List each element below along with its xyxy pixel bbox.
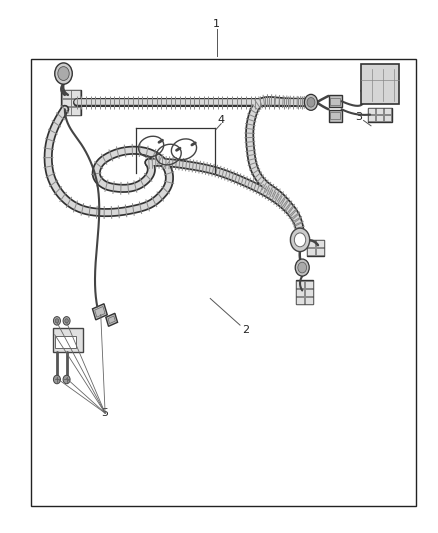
Text: 2: 2 (242, 326, 249, 335)
Bar (384, 115, 391, 121)
Text: 3: 3 (356, 112, 363, 122)
Circle shape (63, 317, 70, 325)
Circle shape (298, 262, 307, 273)
Bar (376, 108, 383, 114)
Bar (296, 296, 304, 304)
Circle shape (55, 319, 59, 323)
Bar (316, 240, 324, 247)
Circle shape (55, 63, 72, 84)
Bar (376, 115, 383, 121)
Bar (368, 108, 392, 122)
Bar (296, 280, 313, 304)
Bar (296, 289, 304, 295)
Bar (328, 110, 342, 122)
Bar (61, 90, 81, 115)
Circle shape (53, 317, 60, 325)
Text: 5: 5 (102, 408, 109, 418)
Bar (328, 95, 342, 107)
Bar (368, 115, 375, 121)
Bar (31, 59, 416, 506)
Bar (106, 313, 117, 326)
Bar (307, 240, 315, 247)
Bar (296, 280, 304, 288)
Circle shape (295, 259, 309, 276)
Bar (92, 304, 107, 320)
Bar (330, 98, 340, 105)
Bar (62, 107, 71, 115)
Bar (316, 248, 324, 255)
Bar (305, 296, 313, 304)
Bar (368, 108, 375, 114)
Text: 4: 4 (218, 115, 225, 125)
Bar (305, 289, 313, 295)
Circle shape (65, 319, 68, 323)
Bar (62, 99, 71, 106)
Circle shape (58, 67, 69, 80)
Bar (108, 316, 115, 324)
Bar (55, 336, 76, 348)
Text: 1: 1 (213, 19, 220, 29)
Circle shape (307, 98, 315, 107)
Circle shape (290, 228, 310, 252)
Circle shape (63, 375, 70, 384)
Bar (62, 90, 71, 98)
Bar (305, 280, 313, 288)
Bar (71, 99, 80, 106)
Circle shape (53, 375, 60, 384)
Bar (384, 108, 391, 114)
Circle shape (304, 94, 318, 110)
Bar (95, 306, 105, 317)
Bar (361, 64, 399, 104)
Bar (53, 328, 83, 352)
Circle shape (294, 233, 306, 247)
Bar (71, 90, 80, 98)
Bar (330, 112, 340, 119)
Bar (307, 248, 315, 255)
Bar (307, 240, 324, 256)
Bar (71, 107, 80, 115)
